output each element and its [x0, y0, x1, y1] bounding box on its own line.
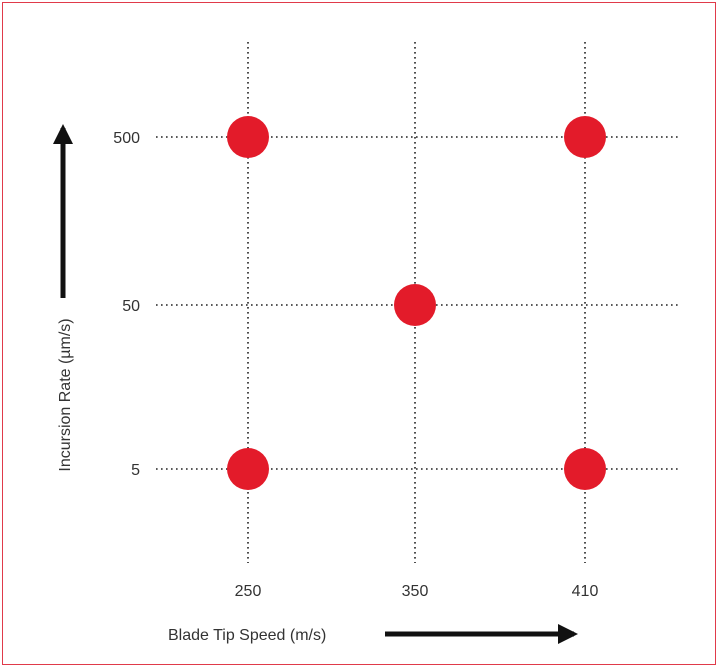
- x-tick-labels: 250 350 410: [235, 583, 599, 600]
- y-tick-label: 5: [131, 462, 140, 479]
- x-tick-label: 350: [402, 583, 429, 600]
- y-axis-title: Incursion Rate (µm/s): [57, 318, 74, 471]
- data-point: [564, 448, 606, 490]
- data-point: [394, 284, 436, 326]
- x-tick-label: 410: [572, 583, 599, 600]
- data-points: [227, 116, 606, 490]
- data-point: [227, 448, 269, 490]
- x-axis-title: Blade Tip Speed (m/s): [168, 627, 326, 644]
- y-tick-label: 50: [122, 298, 140, 315]
- y-tick-labels: 5 50 500: [113, 130, 140, 479]
- data-point: [227, 116, 269, 158]
- x-tick-label: 250: [235, 583, 262, 600]
- y-tick-label: 500: [113, 130, 140, 147]
- data-point: [564, 116, 606, 158]
